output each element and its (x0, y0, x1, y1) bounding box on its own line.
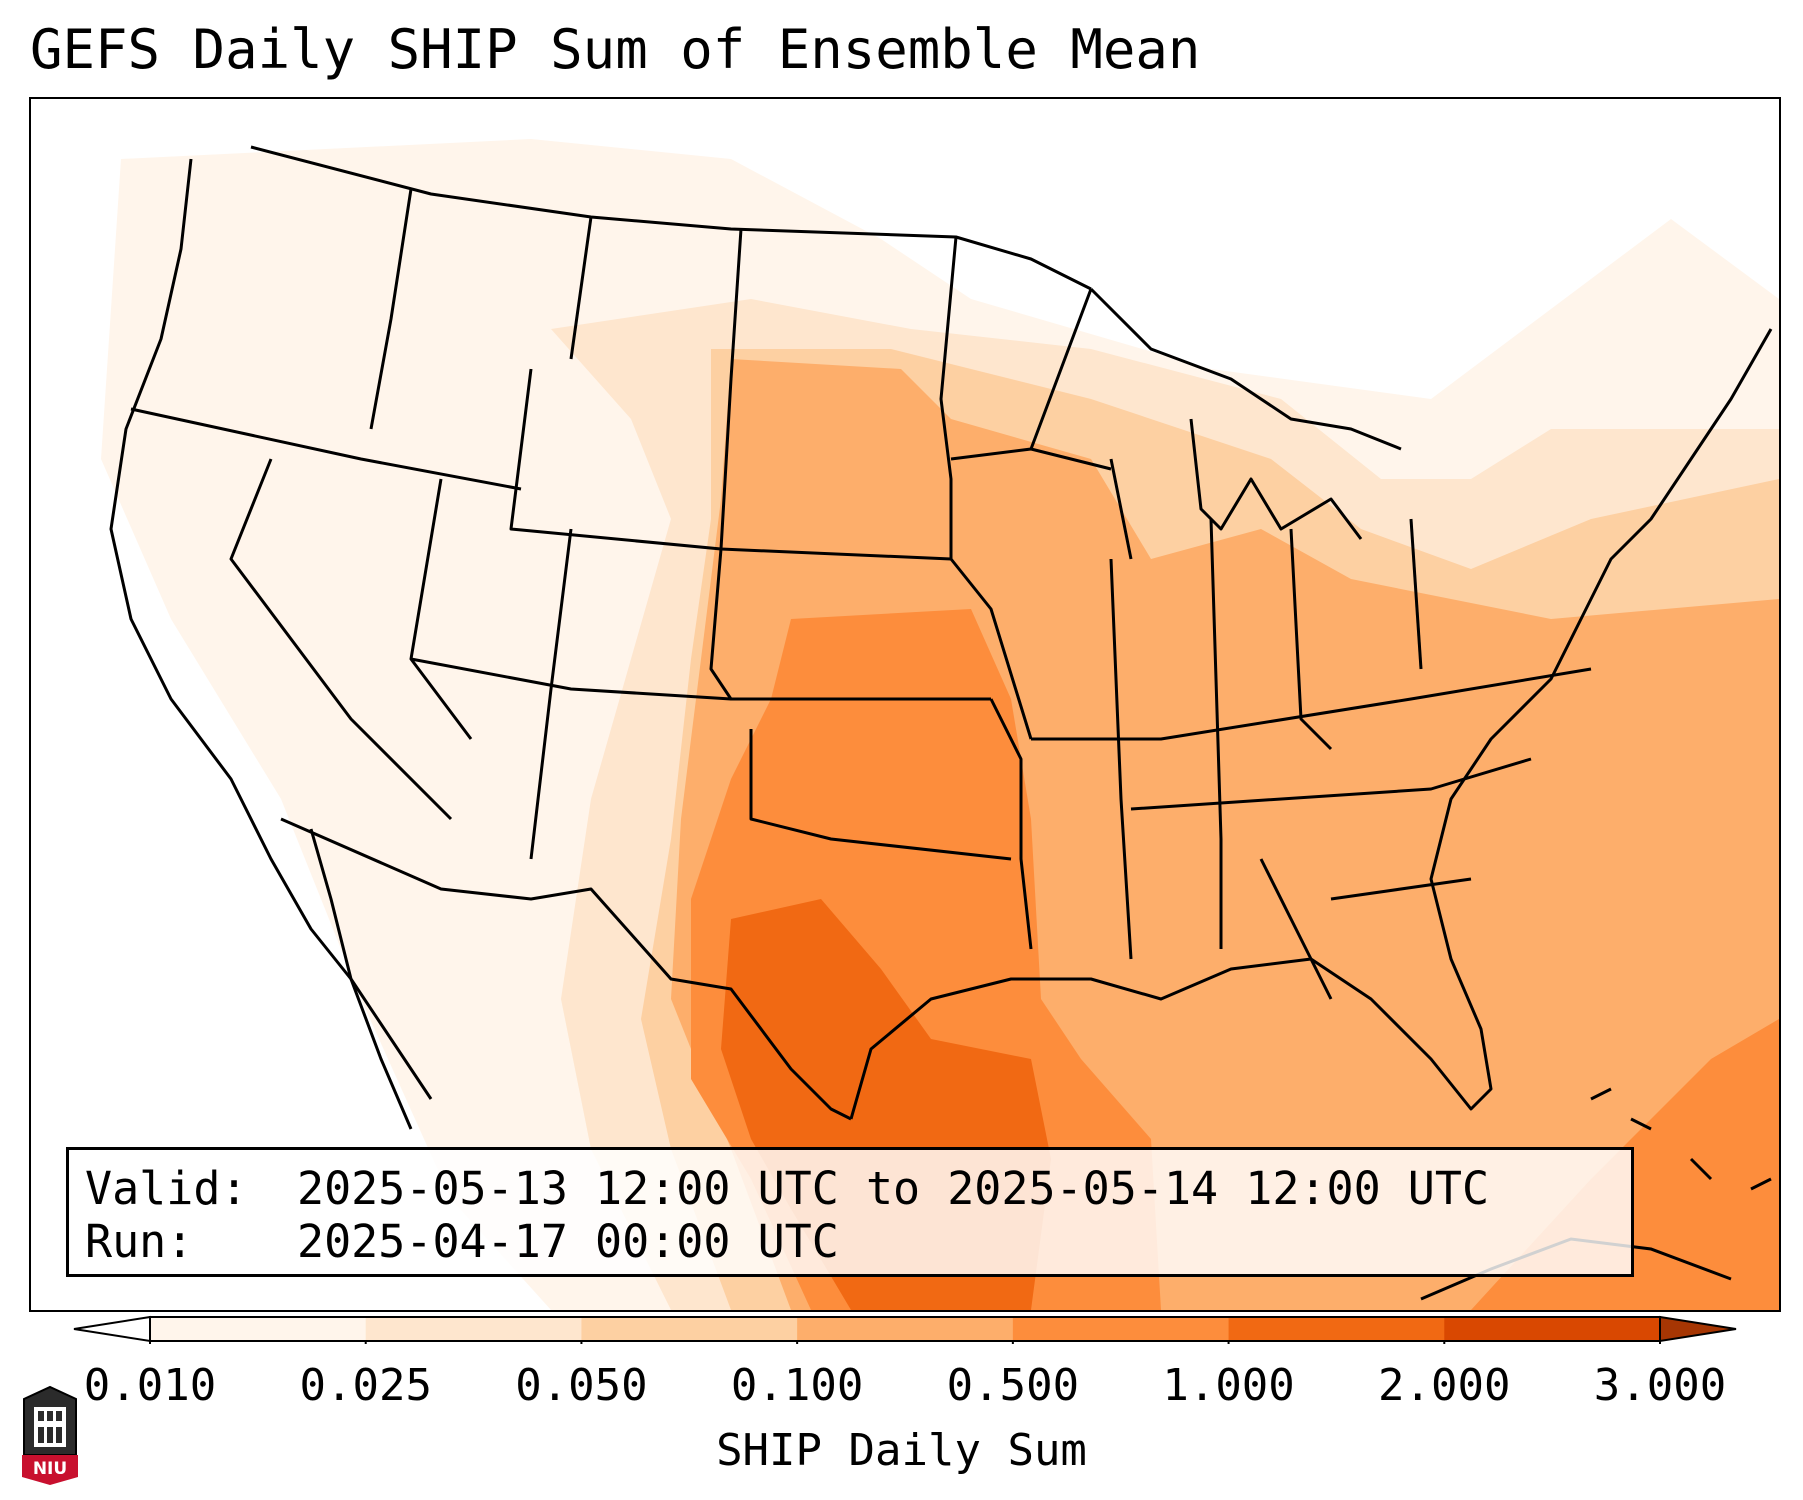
valid-label: Valid: (85, 1162, 248, 1215)
valid-run-box: Valid: 2025-05-13 12:00 UTC to 2025-05-14… (66, 1147, 1634, 1277)
colorbar-tick-label: 0.500 (946, 1360, 1080, 1411)
colorbar-tick-label: 1.000 (1162, 1360, 1295, 1411)
colorbar-label: SHIP Daily Sum (716, 1425, 1087, 1476)
colorbar-tick-label: 0.010 (83, 1360, 217, 1411)
colorbar-tick-label: 0.100 (730, 1360, 864, 1411)
colorbar-segment (581, 1317, 798, 1341)
run-value: 2025-04-17 00:00 UTC (297, 1215, 839, 1268)
niu-logo-icon: NIU (20, 1385, 80, 1489)
colorbar-tick-label: 3.000 (1593, 1360, 1727, 1411)
colorbar-extend-over (1659, 1315, 1737, 1343)
colorbar-tick-labels: 0.010 0.025 0.050 0.100 0.500 1.000 2.000 3.000 (0, 1360, 1803, 1420)
ship-shading-layer (101, 139, 1779, 1310)
colorbar-outline (149, 1316, 1661, 1342)
colorbar (73, 1315, 1737, 1344)
valid-value: 2025-05-13 12:00 UTC to 2025-05-14 12:00… (297, 1162, 1490, 1215)
colorbar-segment (1012, 1317, 1230, 1341)
colorbar-segment (150, 1317, 367, 1341)
colorbar-segment (1228, 1317, 1445, 1341)
state-borders-layer (109, 145, 1773, 1130)
colorbar-segment (1444, 1317, 1661, 1341)
ship-shading-map (101, 139, 1779, 1310)
map-title: GEFS Daily SHIP Sum of Ensemble Mean (30, 18, 1201, 81)
run-label: Run: (85, 1215, 194, 1268)
map-panel (29, 97, 1781, 1312)
colorbar-extend-under (73, 1315, 151, 1343)
colorbar-tick-label: 2.000 (1378, 1360, 1511, 1411)
colorbar-segment (365, 1317, 582, 1341)
niu-logo-text: NIU (33, 1459, 67, 1479)
colorbar-segment (797, 1317, 1014, 1341)
colorbar-tick-label: 0.025 (299, 1360, 432, 1411)
colorbar-tick-label: 0.050 (515, 1360, 648, 1411)
